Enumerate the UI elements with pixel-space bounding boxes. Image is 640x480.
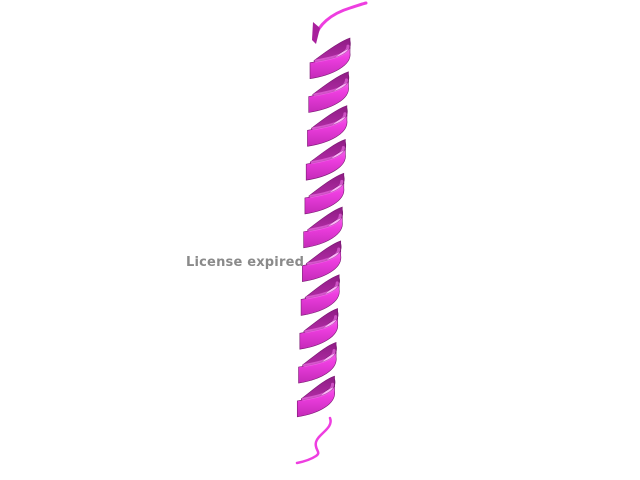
helix-ribbon-highlight xyxy=(308,213,342,232)
helix-ribbon-highlight xyxy=(305,281,339,300)
helix-ribbon-highlight xyxy=(301,382,335,401)
helix-ribbon-highlight xyxy=(309,179,344,198)
license-watermark: License expired xyxy=(186,255,305,270)
c-terminus-coil xyxy=(295,416,332,465)
helix-termini xyxy=(295,1,368,465)
helix-ribbon-highlight xyxy=(306,247,341,266)
n-terminus-cap xyxy=(312,22,320,44)
helix-ribbon-highlight xyxy=(304,315,338,334)
helix-ribbon-highlight xyxy=(314,44,350,63)
helix-front-ribbons xyxy=(296,40,351,418)
helix-ribbon-highlight xyxy=(303,348,336,367)
helix-ribbon-highlight xyxy=(311,112,347,131)
helix-ribbon-highlight xyxy=(310,146,345,164)
helix-ribbon-highlight xyxy=(313,78,348,97)
n-terminus-coil xyxy=(314,1,368,38)
